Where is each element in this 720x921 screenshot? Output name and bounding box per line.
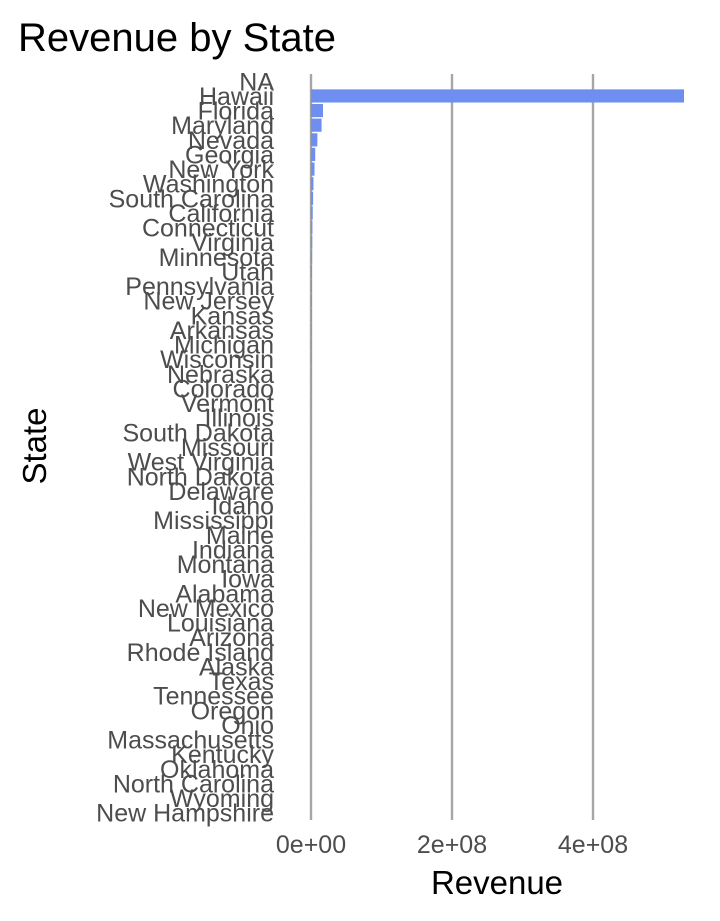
bar (311, 191, 314, 205)
y-tick-label: Illinois (205, 405, 274, 433)
y-tick-label: Vermont (181, 390, 274, 418)
bar-layer (311, 89, 684, 820)
y-tick-label: Ohio (221, 712, 274, 740)
y-tick-label: Alabama (175, 580, 274, 608)
y-tick-label: Tennessee (153, 683, 274, 711)
y-tick-label: Massachusetts (107, 727, 274, 755)
y-tick-label: South Carolina (109, 185, 274, 213)
y-tick-label: North Dakota (127, 463, 274, 491)
y-tick-label: Oregon (191, 697, 274, 725)
y-tick-label: Iowa (221, 566, 274, 594)
y-tick-label: Delaware (168, 478, 274, 506)
y-tick-label: Michigan (174, 332, 274, 360)
y-tick-label: Georgia (185, 141, 274, 169)
y-tick-label: Nevada (188, 127, 274, 155)
bar (311, 103, 323, 118)
y-tick-label: Arkansas (170, 317, 274, 345)
x-tick-label: 2e+08 (417, 831, 487, 859)
y-tick-label: Maine (206, 522, 274, 550)
bar (311, 352, 312, 366)
bar (311, 279, 312, 293)
y-tick-label: Mississippi (153, 507, 274, 535)
y-tick-label: West Virginia (128, 449, 274, 477)
y-tick-label: New Jersey (143, 288, 274, 316)
y-tick-label: Utah (221, 258, 274, 286)
y-tick-label: Texas (209, 668, 274, 696)
bar (311, 177, 314, 191)
y-tick-label: Virginia (191, 229, 274, 257)
y-tick-label: NA (239, 68, 274, 96)
chart-title: Revenue by State (18, 16, 336, 60)
x-tick-labels: 0e+00 2e+08 4e+08 (276, 831, 628, 859)
y-tick-label: Indiana (192, 536, 274, 564)
y-tick-label: New Mexico (138, 595, 274, 623)
bar (311, 133, 318, 147)
y-tick-label: Alaska (199, 653, 274, 681)
x-axis-title: Revenue (431, 864, 563, 901)
y-tick-label: Kentucky (171, 741, 274, 769)
y-tick-label: Rhode Island (127, 639, 274, 667)
y-tick-label: Oklahoma (160, 756, 274, 784)
y-tick-label: Louisiana (167, 610, 274, 638)
bar (311, 308, 312, 322)
bar (311, 221, 313, 235)
y-tick-label: New York (168, 156, 274, 184)
bar (311, 235, 313, 249)
bar (311, 250, 313, 264)
y-tick-label: South Dakota (123, 419, 275, 447)
y-tick-label: Colorado (173, 375, 274, 403)
y-tick-label: Wyoming (170, 785, 274, 813)
y-tick-label: Arizona (189, 624, 274, 652)
y-tick-label: Hawaii (199, 83, 274, 111)
bar (311, 338, 312, 352)
bar (311, 206, 313, 220)
y-tick-label: New Hampshire (96, 800, 274, 828)
y-tick-label: Idaho (211, 493, 274, 521)
grid-layer (309, 74, 595, 820)
y-tick-label: Wisconsin (160, 346, 274, 374)
y-tick-label: Nebraska (167, 361, 274, 389)
y-tick-label: North Carolina (113, 770, 274, 798)
y-tick-label: Pennsylvania (125, 273, 274, 301)
bar (311, 118, 322, 132)
y-tick-label: Florida (198, 98, 275, 126)
y-tick-label: Montana (177, 551, 274, 579)
bar (311, 264, 312, 279)
y-tick-labels: NAHawaiiFloridaMarylandNevadaGeorgiaNew … (96, 68, 274, 827)
y-axis-title: State (16, 407, 53, 484)
y-tick-label: Washington (143, 171, 274, 199)
y-tick-label: Minnesota (159, 244, 274, 272)
bar (311, 294, 312, 308)
y-tick-label: California (168, 200, 274, 228)
y-tick-label: Maryland (171, 112, 274, 140)
y-tick-label: Missouri (181, 434, 274, 462)
x-tick-label: 0e+00 (276, 831, 346, 859)
x-tick-label: 4e+08 (558, 831, 628, 859)
bar (311, 89, 684, 103)
bar (311, 147, 316, 162)
bar (311, 162, 315, 176)
bar (311, 323, 312, 337)
y-tick-label: Connecticut (142, 215, 274, 243)
y-tick-label: Kansas (191, 302, 274, 330)
